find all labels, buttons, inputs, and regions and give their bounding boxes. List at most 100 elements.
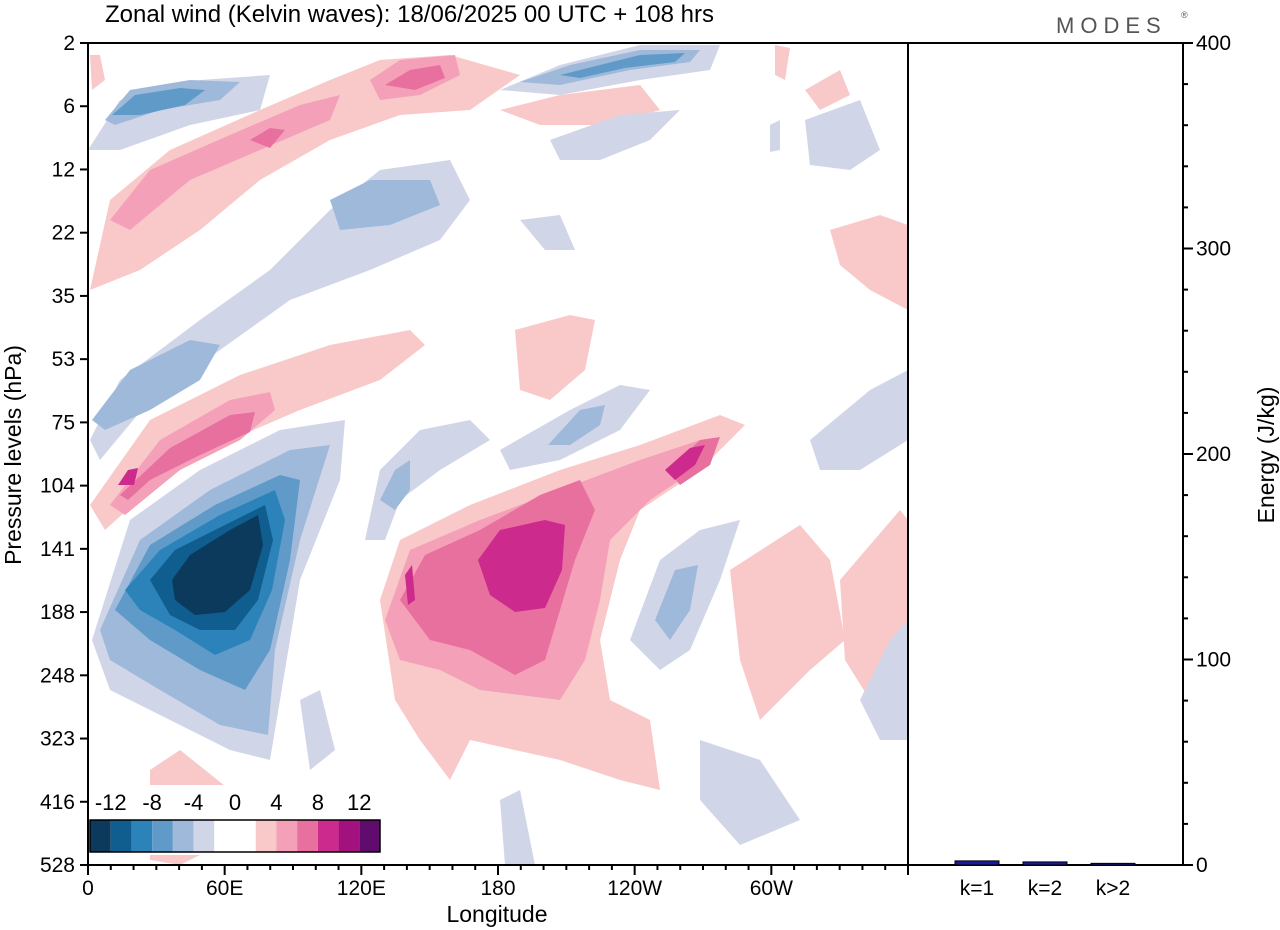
y-tick-label: 528 bbox=[40, 854, 75, 877]
colorbar-tick-label: -8 bbox=[142, 790, 162, 815]
contour-region bbox=[655, 565, 698, 640]
contour-region bbox=[90, 55, 520, 290]
colorbar-swatch bbox=[359, 820, 380, 852]
contour-region bbox=[830, 215, 908, 310]
contour-region bbox=[550, 110, 680, 160]
colorbar: -12 -8 -4 0 4 8 12 bbox=[88, 785, 382, 855]
energy-category-label: k>2 bbox=[1096, 877, 1130, 900]
energy-bar bbox=[954, 860, 1000, 866]
y-tick-label: 53 bbox=[52, 348, 75, 371]
energy-tick-label: 300 bbox=[1196, 238, 1231, 261]
contour-region bbox=[805, 100, 880, 170]
colorbar-tick-label: 8 bbox=[312, 790, 324, 815]
y-tick-label: 12 bbox=[52, 158, 75, 181]
contour-region bbox=[500, 790, 535, 865]
energy-bar bbox=[1090, 862, 1136, 866]
colorbar-frame bbox=[89, 819, 381, 853]
contour-region bbox=[730, 525, 845, 720]
contour-region bbox=[90, 330, 425, 530]
modes-logo: MODES ® bbox=[1056, 10, 1188, 38]
y-tick-label: 22 bbox=[52, 222, 75, 245]
y-tick-label: 6 bbox=[63, 95, 75, 118]
contour-region bbox=[385, 65, 445, 90]
y-tick-label: 188 bbox=[40, 601, 75, 624]
y-tick-label: 2 bbox=[63, 32, 75, 55]
x-tick-label: 0 bbox=[82, 877, 94, 900]
x-tick-label: 60W bbox=[750, 877, 793, 900]
energy-tick-label: 400 bbox=[1196, 32, 1231, 55]
contour-region bbox=[112, 88, 205, 115]
colorbar-swatch bbox=[338, 820, 360, 852]
colorbar-swatch bbox=[193, 820, 215, 852]
energy-axis-label: Energy (J/kg) bbox=[1253, 387, 1279, 524]
colorbar-tick-label: 0 bbox=[229, 790, 241, 815]
chart-title: Zonal wind (Kelvin waves): 18/06/2025 00… bbox=[105, 1, 714, 28]
logo-mark: ® bbox=[1181, 10, 1188, 20]
contour-region bbox=[478, 520, 565, 612]
contour-region bbox=[172, 515, 263, 615]
x-tick-label: 120E bbox=[337, 877, 386, 900]
x-axis: 0 60E 120E 180 120W 60W bbox=[82, 865, 909, 900]
y-axis-left: 2 6 12 22 35 53 75 104 141 188 248 323 416 528 bbox=[40, 32, 88, 877]
colorbar-swatch bbox=[110, 820, 132, 852]
energy-bar bbox=[1022, 861, 1068, 866]
y-tick-label: 75 bbox=[52, 411, 75, 434]
energy-tick-label: 0 bbox=[1196, 854, 1208, 877]
colorbar-swatch bbox=[276, 820, 298, 852]
colorbar-swatch bbox=[255, 820, 277, 852]
contour-region bbox=[520, 215, 575, 250]
heatmap-contours bbox=[88, 45, 908, 865]
colorbar-swatch bbox=[172, 820, 194, 852]
colorbar-swatch bbox=[131, 820, 153, 852]
colorbar-tick-label: -12 bbox=[95, 790, 127, 815]
contour-region bbox=[805, 70, 850, 110]
x-tick-label: 180 bbox=[480, 877, 515, 900]
energy-tick-label: 200 bbox=[1196, 443, 1231, 466]
contour-region bbox=[775, 45, 790, 80]
contour-region bbox=[380, 460, 410, 510]
contour-region bbox=[92, 340, 220, 430]
contour-region bbox=[560, 53, 685, 78]
contour-region bbox=[118, 468, 138, 485]
contour-region bbox=[110, 95, 340, 230]
colorbar-swatch bbox=[297, 820, 318, 852]
colorbar-swatch bbox=[317, 820, 339, 852]
contour-region bbox=[665, 445, 705, 480]
x-tick-label: 60E bbox=[206, 877, 243, 900]
colorbar-tick-label: 4 bbox=[270, 790, 282, 815]
energy-category-label: k=2 bbox=[1028, 877, 1062, 900]
y-tick-label: 141 bbox=[40, 538, 75, 561]
x-axis-label: Longitude bbox=[446, 901, 547, 927]
contour-region bbox=[330, 180, 440, 230]
colorbar-swatch bbox=[235, 820, 256, 852]
contour-region bbox=[515, 315, 595, 400]
y-tick-label: 35 bbox=[52, 285, 75, 308]
contour-region bbox=[250, 128, 285, 148]
y-tick-label: 104 bbox=[40, 475, 75, 498]
logo-text: MODES bbox=[1056, 13, 1167, 38]
contour-region bbox=[365, 420, 490, 540]
y-tick-label: 416 bbox=[40, 791, 75, 814]
contour-region bbox=[405, 565, 415, 605]
contour-region bbox=[548, 405, 605, 445]
contour-region bbox=[700, 740, 800, 845]
contour-region bbox=[120, 412, 255, 500]
contour-region bbox=[770, 120, 780, 152]
y-tick-label: 248 bbox=[40, 664, 75, 687]
y-tick-label: 323 bbox=[40, 728, 75, 751]
contour-region bbox=[860, 620, 908, 740]
contour-region bbox=[300, 690, 335, 770]
y-axis-label: Pressure levels (hPa) bbox=[0, 345, 26, 565]
contour-region bbox=[90, 160, 470, 460]
colorbar-tick-label: 12 bbox=[347, 790, 371, 815]
colorbar-swatch bbox=[90, 820, 111, 852]
contour-region bbox=[90, 55, 105, 90]
energy-category-label: k=1 bbox=[960, 877, 994, 900]
colorbar-swatch bbox=[214, 820, 235, 852]
contour-region bbox=[810, 370, 908, 470]
colorbar-tick-label: -4 bbox=[184, 790, 204, 815]
energy-tick-label: 100 bbox=[1196, 649, 1231, 672]
colorbar-swatch bbox=[152, 820, 173, 852]
x-tick-label: 120W bbox=[607, 877, 662, 900]
